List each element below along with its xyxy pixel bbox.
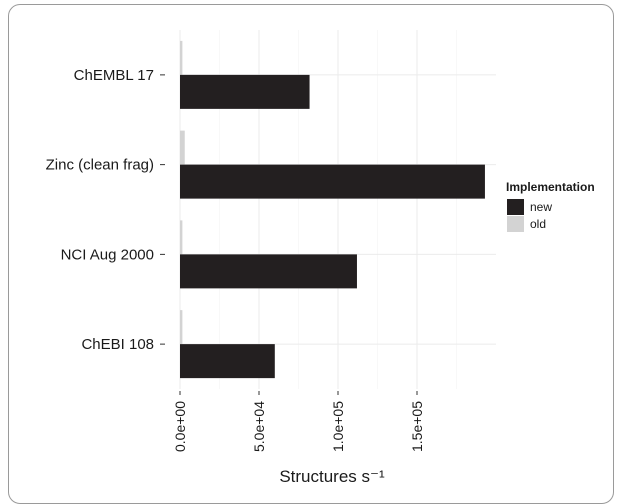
x-tick-label: 1.5e+05 bbox=[409, 401, 425, 452]
category-label: ChEBI 108 bbox=[81, 336, 154, 353]
legend-label-new: new bbox=[530, 200, 552, 214]
bar-new bbox=[180, 344, 275, 379]
bar-old bbox=[180, 40, 183, 75]
legend: Implementation new old bbox=[506, 180, 595, 232]
category-label: Zinc (clean frag) bbox=[46, 157, 154, 174]
bar-old bbox=[180, 220, 183, 255]
category-label: ChEMBL 17 bbox=[74, 67, 154, 84]
bar-old bbox=[180, 310, 183, 345]
x-tick-labels: 0.0e+00 5.0e+04 1.0e+05 1.5e+05 bbox=[172, 391, 425, 452]
bar-new bbox=[180, 254, 357, 289]
x-tick-label: 1.0e+05 bbox=[330, 401, 346, 452]
x-axis-title: Structures s⁻¹ bbox=[279, 467, 385, 484]
category-label: NCI Aug 2000 bbox=[61, 246, 154, 263]
x-tick-label: 5.0e+04 bbox=[251, 401, 267, 452]
category-labels: ChEMBL 17 Zinc (clean frag) NCI Aug 2000 Ch… bbox=[46, 67, 165, 353]
bar-new bbox=[180, 164, 485, 199]
bar-chart: ChEMBL 17 Zinc (clean frag) NCI Aug 2000 Ch… bbox=[46, 30, 595, 484]
x-tick-label: 0.0e+00 bbox=[172, 401, 188, 452]
bar-new bbox=[180, 74, 310, 109]
legend-items: new old bbox=[507, 199, 552, 232]
legend-title: Implementation bbox=[506, 180, 595, 194]
legend-swatch-new bbox=[507, 199, 524, 215]
legend-swatch-old bbox=[507, 216, 524, 232]
legend-label-old: old bbox=[530, 217, 546, 231]
bars bbox=[180, 40, 485, 379]
bar-old bbox=[180, 130, 185, 165]
